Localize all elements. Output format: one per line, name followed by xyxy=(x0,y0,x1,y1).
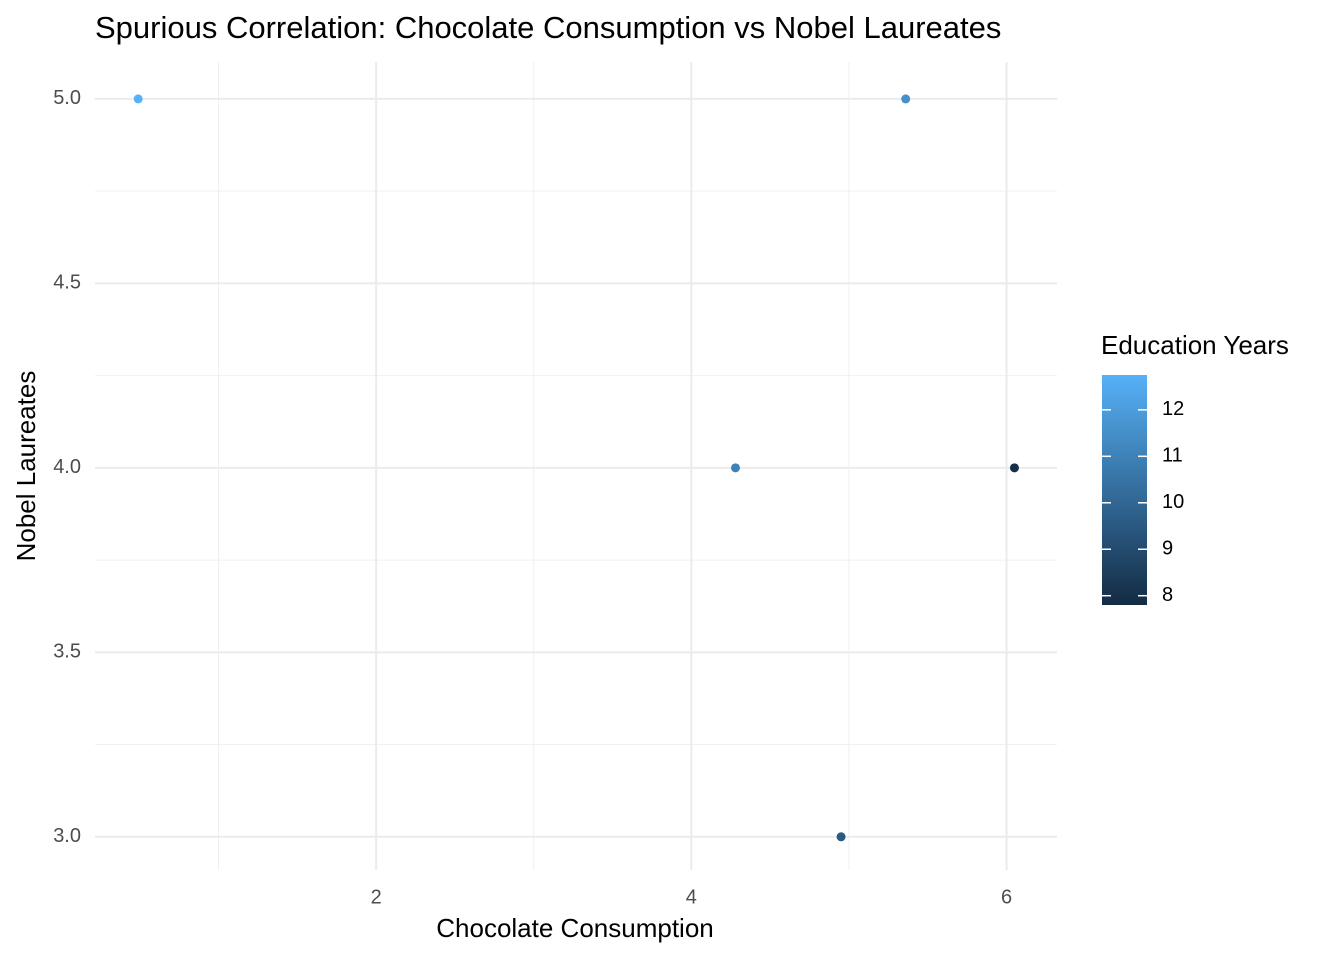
y-tick-label: 4.0 xyxy=(53,456,81,478)
x-tick-label: 6 xyxy=(1001,886,1012,908)
y-tick-label: 5.0 xyxy=(53,87,81,109)
legend-title: Education Years xyxy=(1101,330,1289,360)
legend-tick-label: 8 xyxy=(1162,584,1173,606)
legend-tick-label: 10 xyxy=(1162,491,1184,513)
point xyxy=(133,94,143,104)
legend-tick-label: 12 xyxy=(1162,398,1184,420)
point xyxy=(836,832,846,842)
x-axis-title: Chocolate Consumption xyxy=(436,913,714,943)
point xyxy=(1009,463,1019,473)
legend-tick-label: 9 xyxy=(1162,538,1173,560)
y-tick-label: 3.5 xyxy=(53,641,81,663)
y-axis-title: Nobel Laureates xyxy=(11,371,41,562)
colorbar xyxy=(1102,375,1147,605)
chart-title: Spurious Correlation: Chocolate Consumpt… xyxy=(95,10,1001,45)
x-tick-label: 4 xyxy=(686,886,697,908)
y-tick-label: 3.0 xyxy=(53,825,81,847)
point xyxy=(730,463,740,473)
legend-tick-label: 11 xyxy=(1162,445,1183,467)
x-tick-label: 2 xyxy=(371,886,382,908)
y-tick-label: 4.5 xyxy=(53,272,81,294)
point xyxy=(901,94,911,104)
